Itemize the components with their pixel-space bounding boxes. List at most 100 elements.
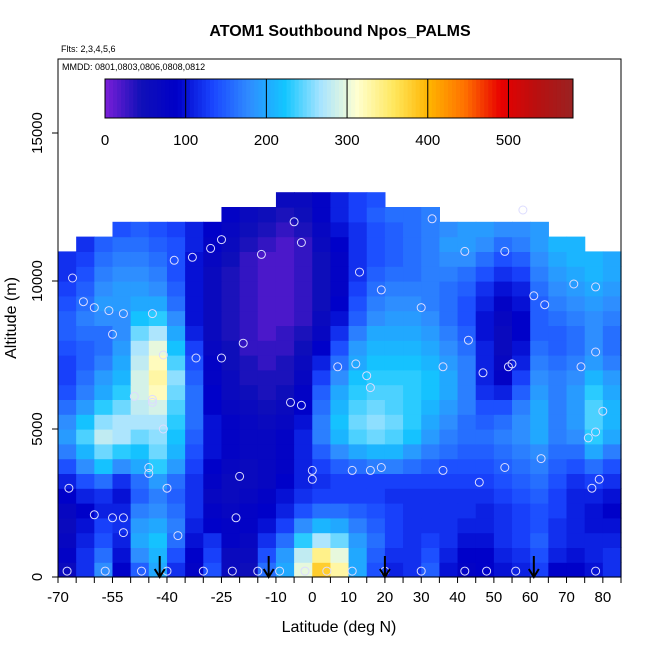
heatmap-cell <box>275 310 295 326</box>
heatmap-cell <box>493 503 513 519</box>
heatmap-cell <box>384 503 404 519</box>
heatmap-cell <box>312 295 332 312</box>
colorbar-segment <box>125 79 130 118</box>
heatmap-cell <box>312 384 332 400</box>
colorbar-segment <box>476 79 481 118</box>
observation-marker <box>365 383 375 393</box>
observation-marker <box>89 510 99 520</box>
colorbar-segment <box>488 79 493 118</box>
colorbar-segment <box>464 79 469 118</box>
heatmap-cell <box>530 325 549 341</box>
heatmap-cell <box>221 414 241 430</box>
heatmap-cell <box>475 369 495 386</box>
colorbar-segment <box>435 79 441 118</box>
heatmap-cell <box>221 295 241 312</box>
heatmap-cell <box>76 266 95 282</box>
heatmap-cell <box>312 429 332 445</box>
heatmap-cell <box>384 532 404 548</box>
heatmap-cell <box>221 340 241 356</box>
heatmap-cell <box>530 384 549 400</box>
heatmap-cell <box>275 414 295 430</box>
x-tick-label: 20 <box>377 589 394 606</box>
heatmap-cell <box>384 443 404 460</box>
heatmap-cell <box>512 547 531 563</box>
heatmap-cell <box>457 458 477 474</box>
heatmap-cell <box>130 503 150 519</box>
colorbar-segment <box>217 79 223 118</box>
heatmap-cell <box>239 207 259 223</box>
colorbar-segment <box>254 79 259 118</box>
heatmap-cell <box>330 310 350 326</box>
colorbar-segment <box>250 79 255 118</box>
heatmap-cell <box>348 429 368 445</box>
heatmap-cell <box>330 414 350 430</box>
heatmap-cell <box>493 443 513 460</box>
observation-marker <box>591 347 601 357</box>
heatmap-cell <box>148 355 168 371</box>
colorbar-segment <box>246 79 251 118</box>
heatmap-cell <box>294 443 313 460</box>
heatmap-cell <box>584 517 604 534</box>
heatmap-cell <box>148 547 168 563</box>
colorbar-segment <box>339 79 344 118</box>
heatmap-cell <box>384 207 404 223</box>
heatmap-cell <box>457 281 477 297</box>
heatmap-cell <box>439 251 459 267</box>
heatmap-cell <box>94 532 114 548</box>
colorbar-segment <box>439 79 445 118</box>
heatmap-cell <box>421 503 440 519</box>
colorbar-segment <box>173 79 179 118</box>
heatmap-cell <box>203 281 223 297</box>
heatmap-cell <box>512 458 531 474</box>
heatmap-cell <box>275 221 295 238</box>
heatmap-cell <box>421 399 440 415</box>
colorbar-segment <box>149 79 154 118</box>
heatmap-cell <box>185 429 204 445</box>
heatmap-cell <box>94 399 114 415</box>
heatmap-cell <box>166 236 186 252</box>
heatmap-cell <box>439 429 459 445</box>
heatmap-cell <box>76 458 95 474</box>
heatmap-cell <box>239 310 259 326</box>
heatmap-cell <box>130 281 150 297</box>
heatmap-cell <box>148 221 168 238</box>
observation-marker <box>463 335 473 345</box>
colorbar-segment <box>540 79 546 118</box>
heatmap-cell <box>330 473 350 489</box>
heatmap-cell <box>330 355 350 371</box>
heatmap-cell <box>530 547 549 563</box>
heatmap-cell <box>566 503 586 519</box>
heatmap-cell <box>548 355 568 371</box>
heatmap-cell <box>294 355 313 371</box>
heatmap-cell <box>76 473 95 489</box>
heatmap-cell <box>439 532 459 548</box>
colorbar-segment <box>415 79 421 118</box>
heatmap-cell <box>384 384 404 400</box>
colorbar-segment <box>359 79 364 118</box>
heatmap-cell <box>130 429 150 445</box>
colorbar-segment <box>451 79 457 118</box>
observation-marker <box>460 566 470 576</box>
heatmap-cell <box>421 443 440 460</box>
heatmap-cell <box>512 340 531 356</box>
observation-marker <box>108 513 117 523</box>
heatmap-cell <box>239 517 259 534</box>
heatmap-cell <box>348 325 368 341</box>
heatmap-cell <box>330 488 350 504</box>
colorbar-segment <box>290 79 296 118</box>
heatmap-cell <box>602 355 622 371</box>
heatmap-cell <box>257 340 277 356</box>
heatmap-cell <box>330 503 350 519</box>
heatmap-cell <box>548 295 568 312</box>
heatmap-cell <box>312 192 332 208</box>
colorbar-segment <box>556 79 562 118</box>
heatmap-cell <box>239 266 259 282</box>
observation-marker <box>300 566 310 576</box>
observation-marker <box>536 454 546 464</box>
heatmap-cell <box>221 547 241 563</box>
heatmap-cell <box>530 399 549 415</box>
heatmap-cell <box>384 517 404 534</box>
heatmap-cell <box>493 414 513 430</box>
heatmap-cell <box>475 281 495 297</box>
colorbar-segment <box>472 79 477 118</box>
